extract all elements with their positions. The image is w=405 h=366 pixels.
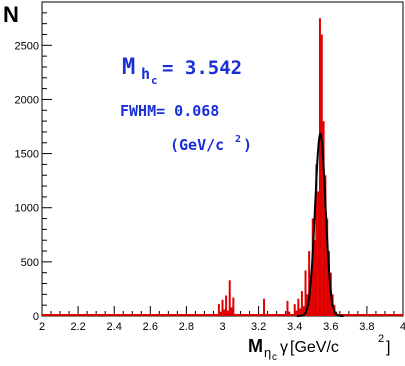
x-label-unit-end: ]: [386, 339, 390, 356]
x-tick-label: 2: [39, 321, 45, 333]
mass-value: = 3.542: [162, 57, 242, 79]
fit-curve-line: [296, 132, 344, 317]
x-tick-label: 2.6: [143, 321, 158, 333]
mass-symbol: M: [122, 55, 135, 80]
x-tick-label: 4: [400, 321, 405, 333]
y-tick-label: 2000: [15, 94, 39, 106]
fwhm-label: FWHM= 0.068: [120, 102, 219, 120]
y-tick-label: 1500: [15, 149, 39, 161]
x-tick-label: 3.8: [359, 321, 374, 333]
y-tick-label: 2500: [15, 40, 39, 52]
units-text: (GeV/c: [170, 136, 224, 154]
x-label-unit: [GeV/c: [290, 339, 339, 356]
y-tick-label: 1000: [15, 203, 39, 215]
x-label-gamma: γ: [280, 339, 288, 356]
x-label-sub: η: [264, 345, 271, 360]
y-tick-label: 500: [21, 257, 39, 269]
y-tick-label: 0: [33, 311, 39, 323]
units-annotation: (GeV/c 2 ): [170, 134, 252, 154]
units-superscript: 2: [235, 134, 241, 145]
y-ticks: 0 500 1000 1500 2000 2500: [15, 12, 52, 323]
x-axis-label: M η c γ [GeV/c 2 ]: [248, 333, 390, 363]
mass-subsubscript: c: [151, 74, 158, 87]
units-end: ): [243, 136, 252, 154]
x-tick-label: 3.6: [323, 321, 338, 333]
x-label-unit-sup: 2: [378, 333, 384, 345]
x-tick-label: 3: [219, 321, 225, 333]
x-tick-label: 2.2: [70, 321, 85, 333]
x-tick-label: 2.4: [107, 321, 122, 333]
mass-annotation: M h c = 3.542: [122, 55, 242, 87]
x-tick-label: 3.4: [287, 321, 302, 333]
x-tick-label: 2.8: [179, 321, 194, 333]
x-label-main: M: [248, 336, 263, 356]
mass-subscript: h: [141, 65, 150, 83]
plot-frame: [41, 1, 404, 317]
x-label-subsub: c: [272, 352, 277, 361]
x-tick-label: 3.2: [251, 321, 266, 333]
y-axis-label: N: [3, 2, 19, 27]
fit-curve: [296, 132, 344, 317]
